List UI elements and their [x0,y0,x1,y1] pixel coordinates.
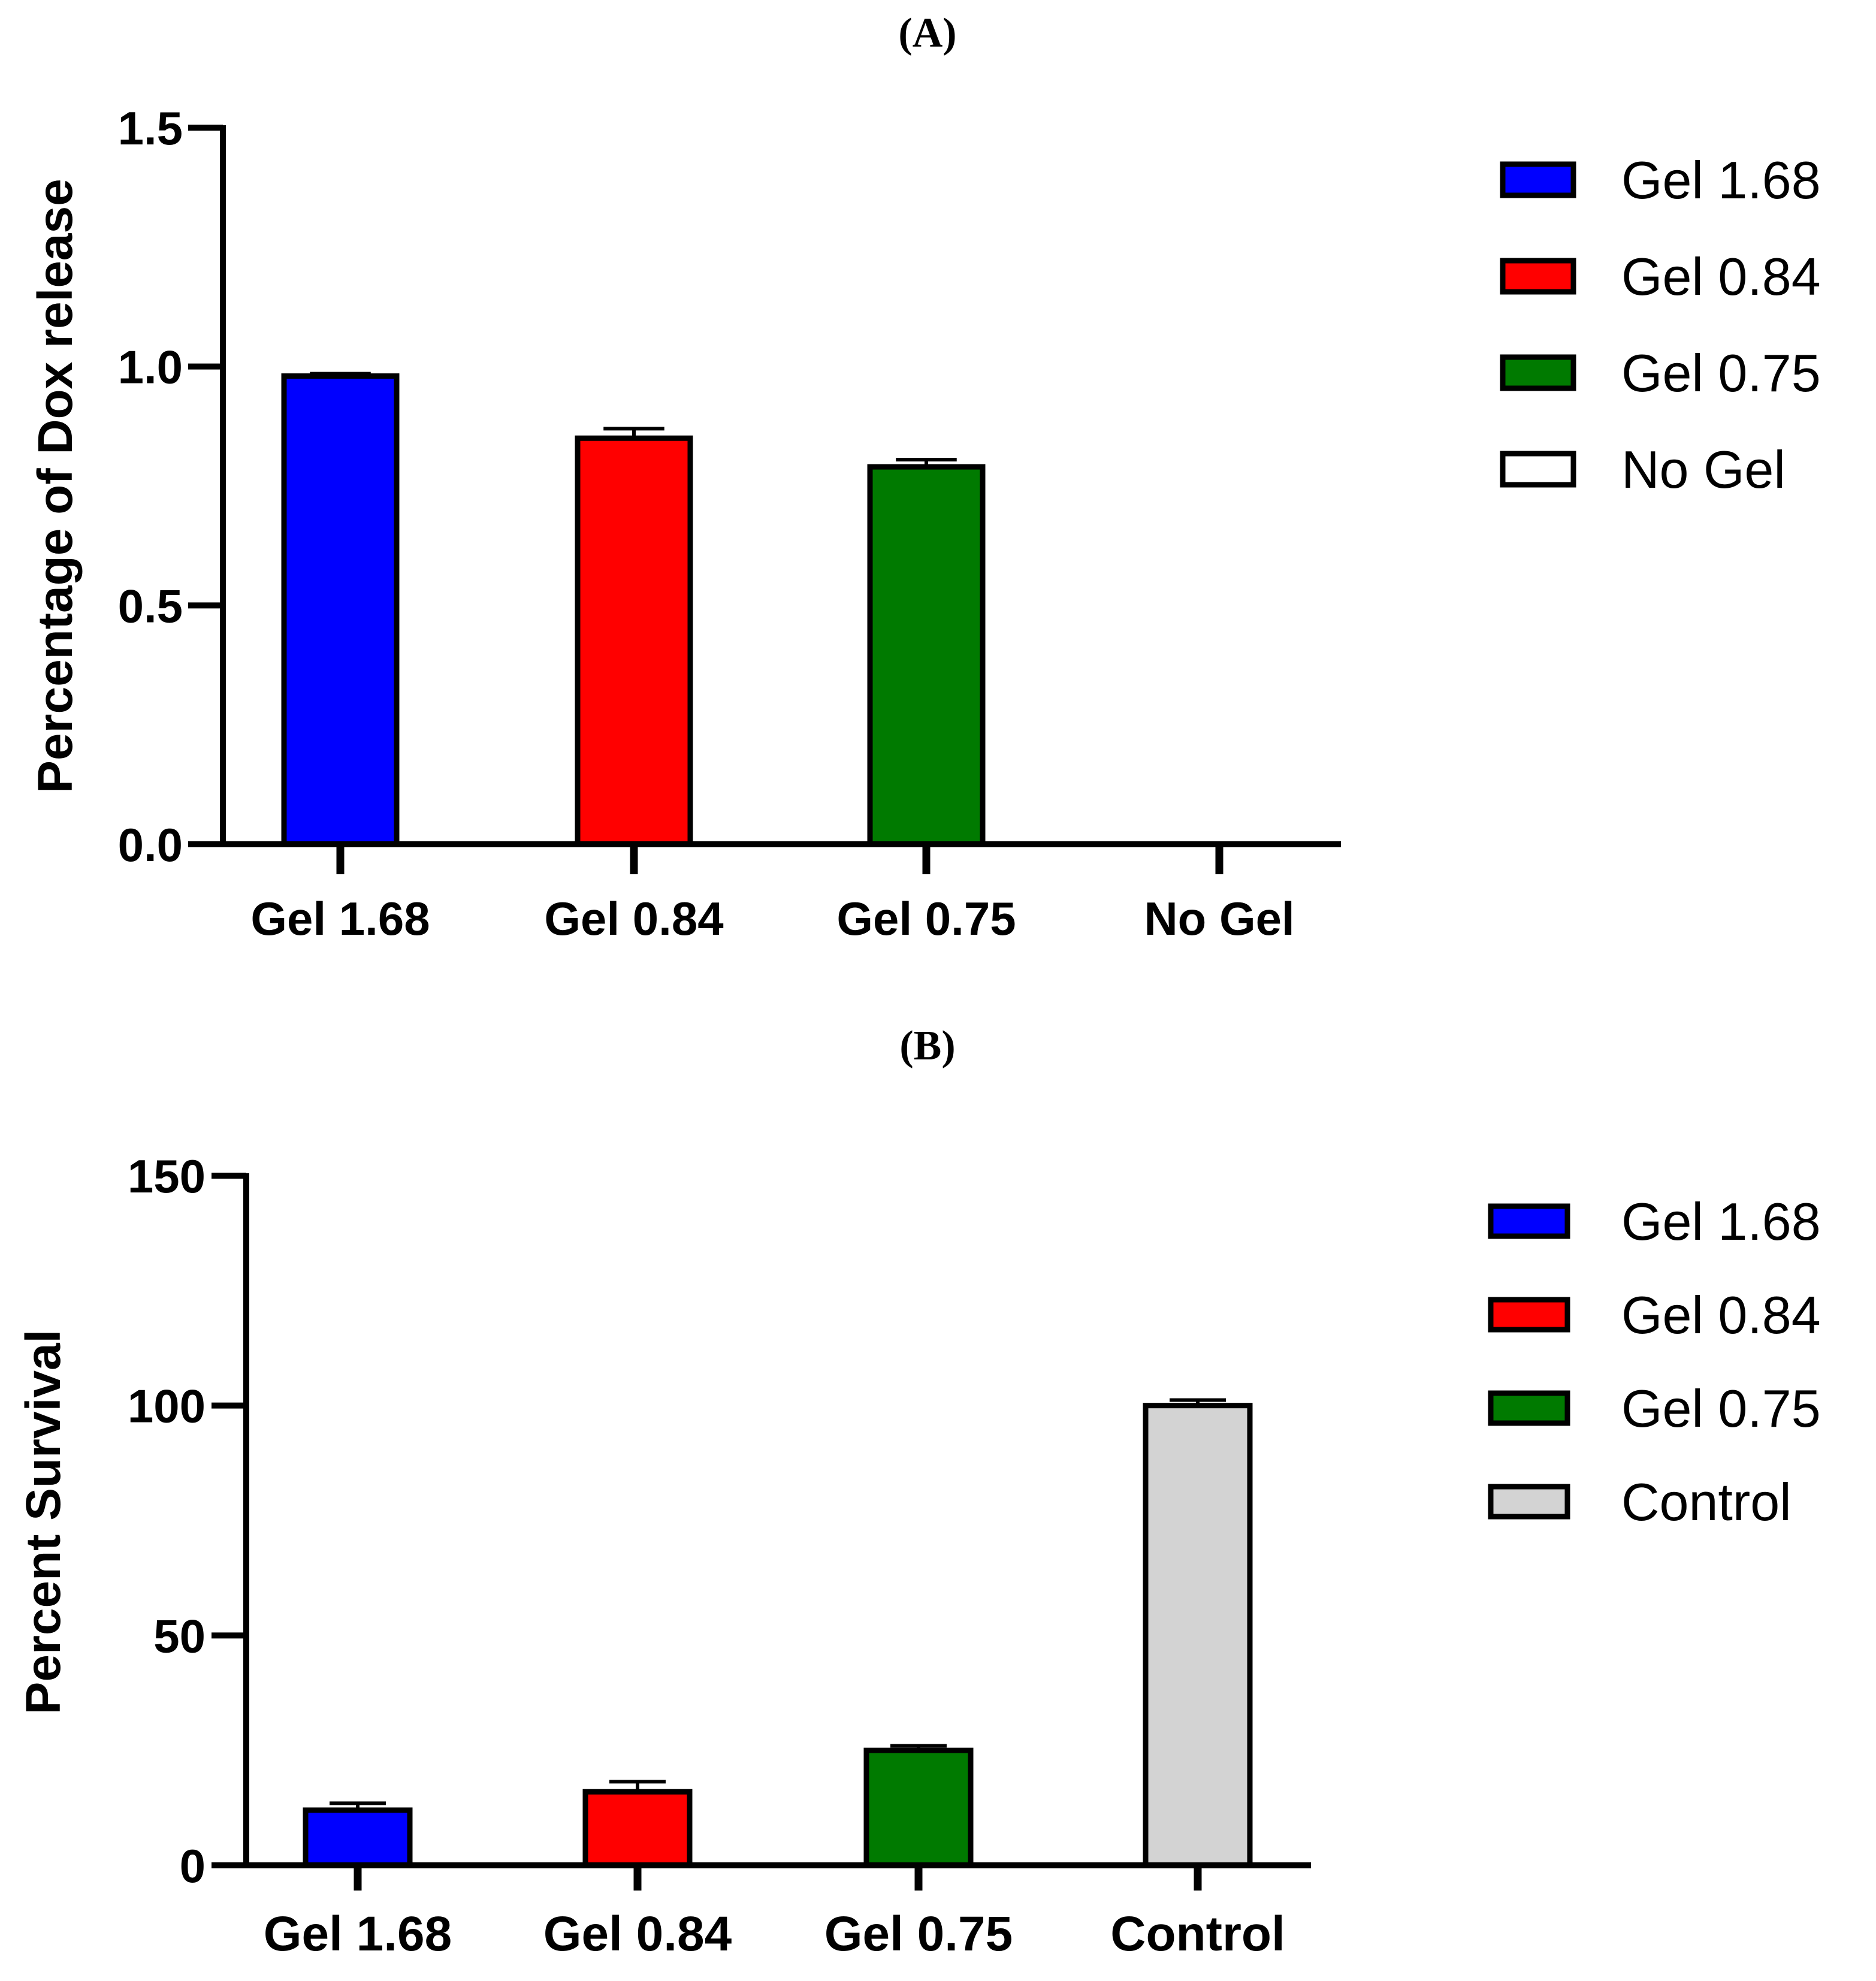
panel-b-y-tick-label: 0 [180,1840,206,1892]
panel-a-y-axis-title: Percentage of Dox release [28,179,83,793]
panel-b-y-axis-title: Percent Survival [16,1330,71,1715]
panel-b-legend-swatch-2 [1488,1297,1570,1333]
panel-a-y-tick-label: 0.0 [118,819,183,871]
panel-b-x-tick-label: Gel 1.68 [264,1907,452,1961]
panel-a-legend-swatch-3 [1500,354,1576,391]
panel-a-legend-label-2: Gel 0.84 [1621,247,1821,306]
panel-b-y-tick-label: 150 [128,1150,206,1203]
panel-a-x-tick-label: Gel 1.68 [250,892,430,945]
panel-a-bar-3 [867,464,986,847]
panel-b-label: (B) [899,1023,955,1069]
panel-b-bar-3 [863,1747,974,1868]
panel-b-x-tick-label: Gel 0.84 [543,1907,732,1961]
panel-a-legend-swatch-1 [1500,161,1576,198]
panel-b-bar-1 [303,1807,413,1868]
panel-a-y-tick-label: 0.5 [118,579,183,632]
panel-a-legend-label-4: No Gel [1621,440,1786,499]
panel-b-x-tick-label: Control [1110,1907,1285,1961]
panel-b-legend-label-2: Gel 0.84 [1621,1285,1821,1345]
panel-a-x-tick-label: Gel 0.75 [836,892,1016,945]
panel-a-y-tick-label: 1.5 [118,102,183,155]
panel-a-legend-swatch-2 [1500,258,1576,295]
panel-b-y-tick-label: 100 [128,1380,206,1433]
panel-a-x-tick-label: No Gel [1144,892,1294,945]
panel-b-x-tick-label: Gel 0.75 [824,1907,1013,1961]
panel-a-y-tick-label: 1.0 [118,341,183,394]
panel-a-legend-label-1: Gel 1.68 [1621,150,1821,210]
panel-a-x-tick-label: Gel 0.84 [544,892,723,945]
panel-a-bar-1 [281,373,400,847]
panel-b-legend-label-3: Gel 0.75 [1621,1379,1821,1438]
panel-b-y-tick-label: 50 [153,1609,206,1662]
panel-b-legend-swatch-4 [1488,1484,1570,1520]
panel-a-label: (A) [898,10,956,56]
panel-b-legend-label-1: Gel 1.68 [1621,1192,1821,1251]
panel-b-legend-swatch-3 [1488,1390,1570,1426]
panel-b-bar-2 [582,1789,693,1868]
panel-b-legend-swatch-1 [1488,1203,1570,1239]
panel-a-bar-2 [575,435,693,847]
panel-b-legend-label-4: Control [1621,1472,1792,1532]
panel-a-legend-label-3: Gel 0.75 [1621,343,1821,403]
panel-b-bar-4 [1143,1403,1253,1868]
panel-a-legend-swatch-4 [1500,451,1576,488]
